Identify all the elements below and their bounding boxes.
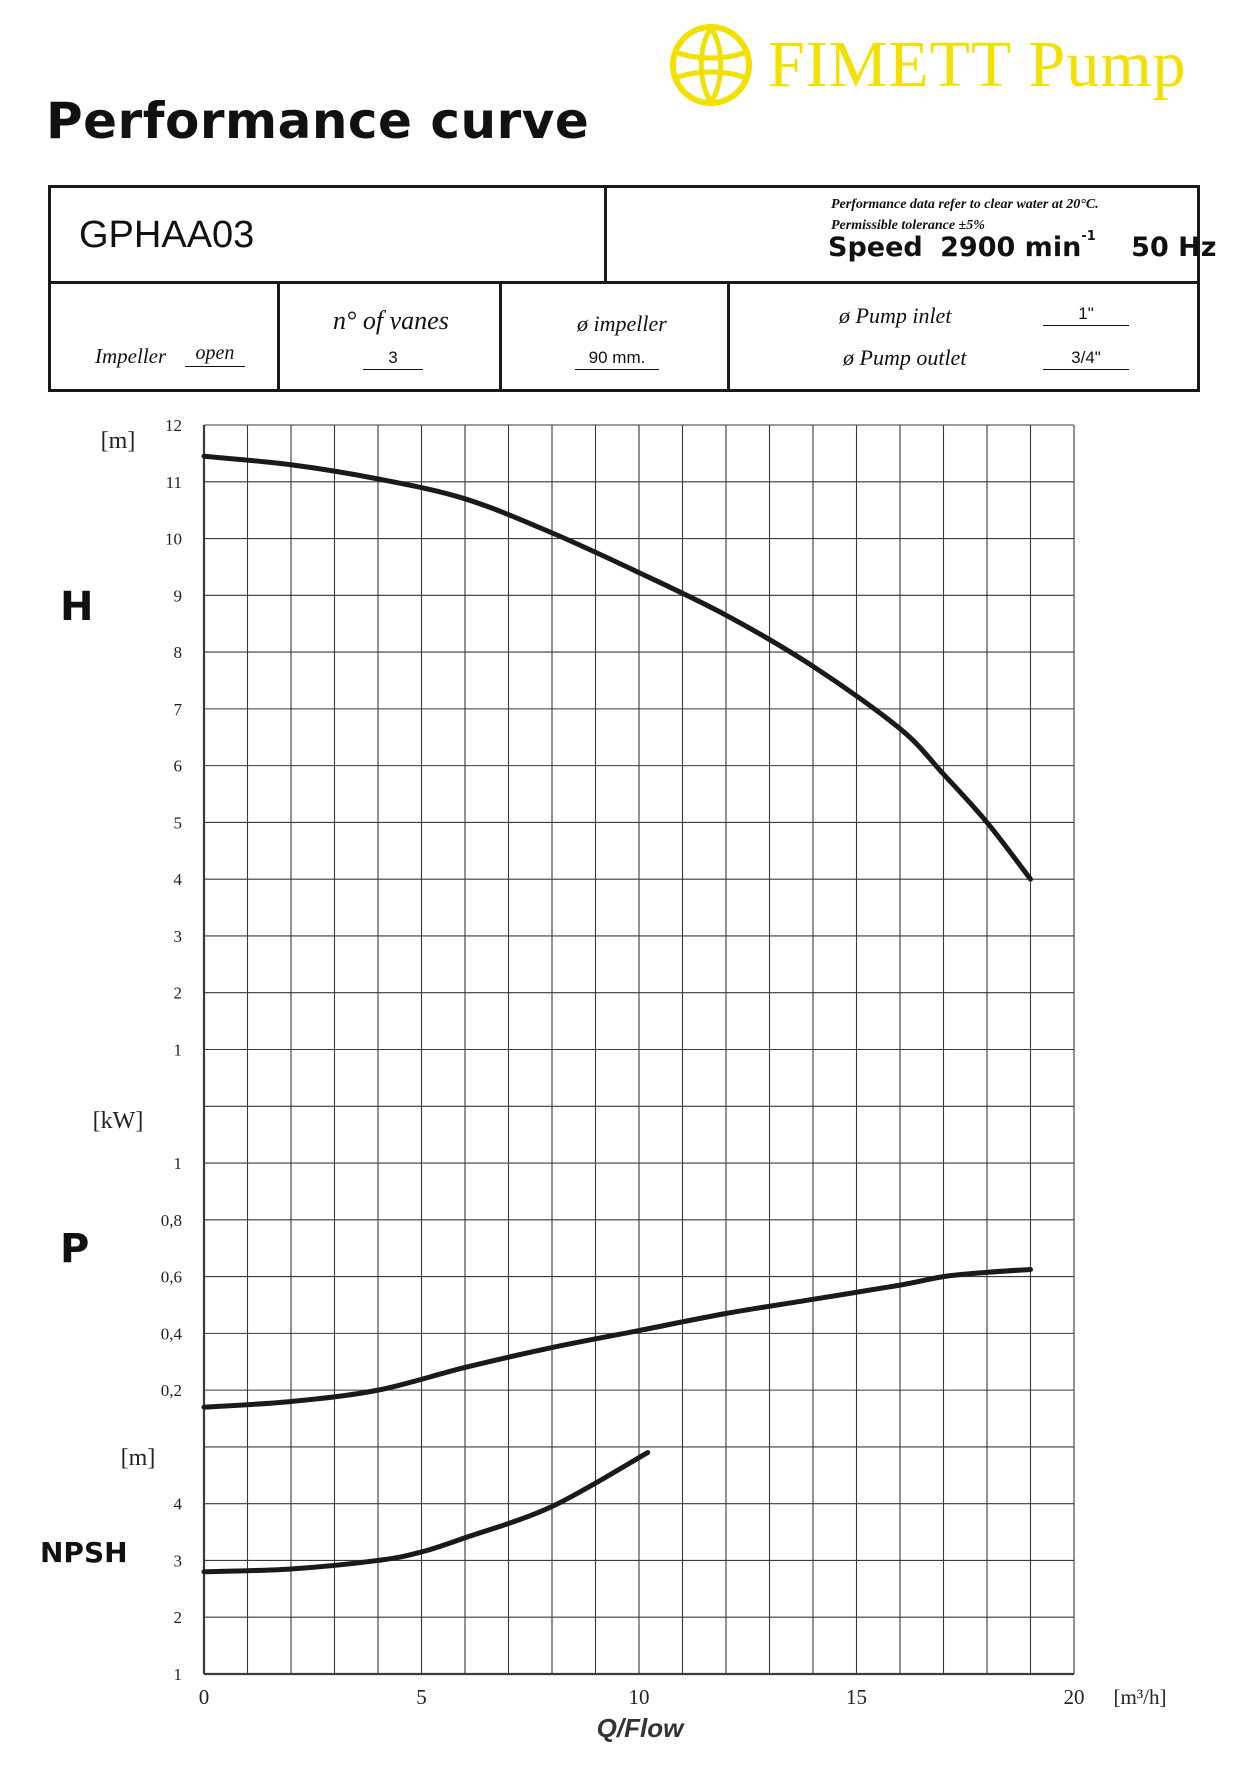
panel-unit-label: [m] — [121, 1445, 156, 1471]
curve-npsh — [201, 1450, 651, 1575]
y-tick-label: 10 — [165, 530, 182, 549]
y-tick-label: 9 — [174, 586, 183, 605]
y-tick-label: 12 — [165, 416, 182, 435]
impeller-value: open — [185, 342, 245, 367]
y-tick-label: 0,4 — [161, 1324, 183, 1343]
brand-name: FIMETT Pump — [768, 28, 1187, 101]
speed-label: Speed — [828, 232, 923, 263]
y-tick-label: 3 — [174, 927, 183, 946]
pump-inlet-label: ø Pump inlet — [839, 303, 952, 328]
brand-logo: FIMETT Pump — [668, 22, 1187, 108]
x-axis-title: Q/Flow — [597, 1713, 685, 1743]
tolerance-note: Permissible tolerance ±5% — [831, 218, 985, 233]
impeller-diameter-label: ø impeller — [577, 311, 667, 336]
x-tick-label: 0 — [199, 1685, 210, 1709]
panel-title-h: H — [60, 584, 93, 630]
panel-title-npsh: NPSH — [40, 1536, 128, 1569]
model-code: GPHAA03 — [79, 214, 255, 256]
y-tick-label: 6 — [174, 757, 183, 776]
y-tick-label: 0,6 — [161, 1268, 182, 1287]
speed-line: Speed 2900 min-1 50 Hz — [828, 229, 1217, 263]
vanes-label: n° of vanes — [333, 306, 449, 335]
y-tick-label: 1 — [174, 1154, 183, 1173]
y-tick-label: 1 — [174, 1665, 183, 1684]
spec-divider — [499, 281, 502, 389]
y-tick-label: 2 — [174, 1608, 183, 1627]
y-tick-label: 11 — [166, 473, 182, 492]
y-tick-label: 5 — [174, 813, 183, 832]
y-tick-label: 0,8 — [161, 1211, 182, 1230]
pump-outlet-label: ø Pump outlet — [843, 345, 967, 370]
y-tick-label: 4 — [174, 870, 183, 889]
spec-divider-horizontal — [51, 281, 1197, 284]
curve-h — [201, 453, 1033, 882]
x-tick-label: 5 — [416, 1685, 427, 1709]
panel-unit-label: [kW] — [93, 1108, 144, 1134]
page-title: Performance curve — [46, 92, 590, 150]
speed-value: 2900 min — [940, 232, 1082, 263]
x-unit-label: [m³/h] — [1114, 1685, 1167, 1709]
speed-exponent: -1 — [1081, 229, 1096, 244]
spec-divider — [277, 281, 280, 389]
y-tick-label: 2 — [174, 984, 183, 1003]
y-tick-label: 1 — [174, 1041, 183, 1060]
y-tick-label: 0,2 — [161, 1381, 182, 1400]
x-tick-label: 20 — [1064, 1685, 1085, 1709]
curve-p — [201, 1266, 1033, 1410]
y-tick-label: 8 — [174, 643, 183, 662]
impeller-diameter-value: 90 mm. — [575, 348, 659, 370]
x-tick-label: 10 — [629, 1685, 650, 1709]
y-tick-label: 3 — [174, 1551, 183, 1570]
panel-title-p: P — [60, 1226, 89, 1272]
spec-divider — [604, 188, 607, 281]
panel-unit-label: [m] — [101, 428, 136, 454]
pump-inlet-value: 1" — [1043, 304, 1129, 326]
impeller-label: Impeller — [95, 344, 167, 368]
frequency-value: 50 Hz — [1131, 232, 1217, 263]
conditions-note: Performance data refer to clear water at… — [831, 197, 1099, 212]
spec-divider — [727, 281, 730, 389]
spec-table: GPHAA03 Performance data refer to clear … — [48, 185, 1216, 392]
y-tick-label: 4 — [174, 1495, 183, 1514]
x-tick-label: 15 — [846, 1685, 867, 1709]
impeller-logo-icon — [670, 24, 752, 106]
vanes-value: 3 — [363, 348, 423, 370]
y-tick-label: 7 — [174, 700, 183, 719]
pump-outlet-value: 3/4" — [1043, 348, 1129, 370]
